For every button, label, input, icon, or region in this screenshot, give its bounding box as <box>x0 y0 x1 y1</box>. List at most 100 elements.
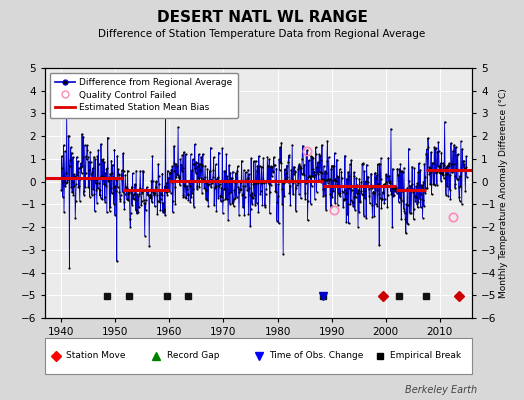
Point <box>101 198 109 205</box>
Point <box>415 182 423 188</box>
Point <box>314 159 322 166</box>
Point <box>442 164 451 170</box>
Point <box>379 190 387 196</box>
Point <box>282 177 290 184</box>
Point <box>88 192 96 198</box>
Point <box>453 152 462 158</box>
Point <box>75 198 84 204</box>
Point <box>401 210 409 216</box>
Point <box>420 203 428 210</box>
Point <box>181 183 190 189</box>
Point <box>161 106 170 112</box>
Point <box>413 204 422 211</box>
Point <box>226 170 235 176</box>
Point <box>426 181 434 188</box>
Point <box>237 158 246 164</box>
Point <box>408 188 417 195</box>
Point <box>361 195 369 201</box>
Point <box>204 180 213 187</box>
Point <box>363 162 371 168</box>
Point <box>259 154 268 161</box>
Point <box>376 176 385 182</box>
Point <box>203 166 212 172</box>
Point <box>380 199 388 206</box>
Point <box>258 179 266 186</box>
Point <box>93 200 101 206</box>
Point <box>357 191 366 197</box>
Point <box>165 187 173 194</box>
Point <box>391 184 400 190</box>
Point <box>253 168 261 174</box>
Point <box>456 183 465 190</box>
Point <box>368 202 376 208</box>
Point <box>88 169 96 176</box>
Point <box>116 198 125 204</box>
Point <box>356 199 364 205</box>
Point <box>230 203 238 209</box>
Point <box>137 202 145 208</box>
Point <box>312 151 320 157</box>
Point <box>227 175 236 181</box>
Point <box>158 170 167 177</box>
Point <box>172 163 181 169</box>
Point <box>147 178 156 184</box>
Point <box>208 176 216 183</box>
Point <box>170 160 179 166</box>
Point <box>353 190 361 196</box>
Point <box>211 161 220 168</box>
Point <box>86 159 95 165</box>
Point <box>194 175 203 181</box>
Point <box>89 165 97 171</box>
Point <box>372 201 380 208</box>
Point <box>332 178 341 184</box>
Point <box>230 187 238 194</box>
Point <box>286 202 294 208</box>
Point <box>388 184 396 191</box>
Point <box>105 208 114 214</box>
Point <box>321 192 329 198</box>
Point <box>394 172 402 179</box>
Point <box>143 191 151 197</box>
Point <box>386 188 395 194</box>
Point <box>291 168 299 174</box>
Point <box>61 148 69 154</box>
Point <box>443 183 451 189</box>
Point <box>206 177 214 184</box>
Point <box>113 153 122 159</box>
Point <box>298 142 307 149</box>
Point <box>384 191 392 198</box>
Point <box>405 146 413 152</box>
Point <box>421 190 430 196</box>
Point <box>203 197 211 203</box>
Point <box>227 175 235 182</box>
Point <box>283 179 292 185</box>
Point <box>425 164 434 171</box>
Point <box>240 212 248 218</box>
Point <box>279 251 287 258</box>
Point <box>274 181 282 188</box>
Point <box>336 190 345 196</box>
Point <box>117 167 126 174</box>
Point <box>397 197 405 203</box>
Point <box>186 199 194 205</box>
Point <box>181 151 190 157</box>
Point <box>163 168 172 174</box>
Point <box>211 184 219 190</box>
Point <box>313 164 321 170</box>
Point <box>232 178 241 184</box>
Point <box>169 209 177 215</box>
Point <box>157 190 166 197</box>
Point <box>96 187 104 193</box>
Point <box>59 178 67 185</box>
Point <box>109 174 117 180</box>
Point <box>440 175 448 181</box>
Point <box>235 189 244 196</box>
Point <box>435 166 443 173</box>
Point <box>256 188 265 195</box>
Point <box>342 190 350 196</box>
Point <box>298 156 307 162</box>
Point <box>457 200 466 207</box>
Point <box>194 151 203 157</box>
Point <box>368 214 377 220</box>
Point <box>435 170 444 176</box>
